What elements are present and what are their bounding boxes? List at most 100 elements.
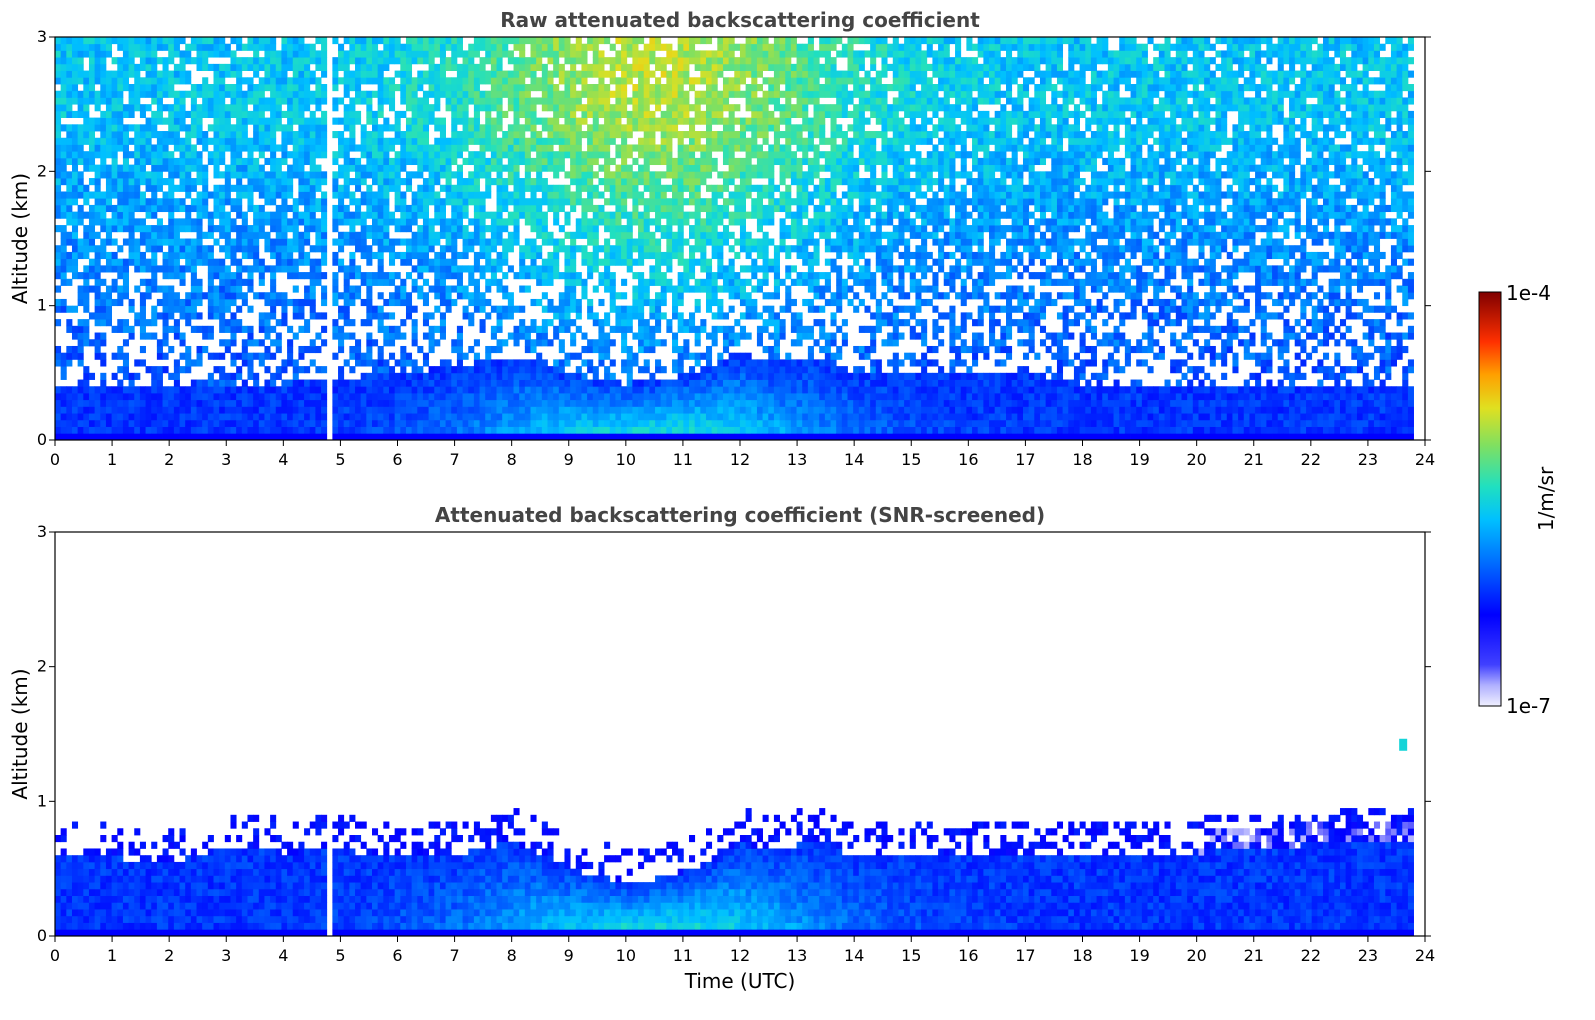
heatmap-cell bbox=[173, 265, 180, 273]
heatmap-cell bbox=[643, 171, 650, 179]
heatmap-cell bbox=[270, 426, 277, 434]
heatmap-cell bbox=[145, 258, 152, 266]
heatmap-cell bbox=[666, 413, 673, 421]
heatmap-cell bbox=[247, 366, 254, 374]
heatmap-cell bbox=[655, 433, 662, 441]
heatmap-cell bbox=[490, 57, 497, 65]
heatmap-cell bbox=[638, 379, 645, 387]
heatmap-cell bbox=[502, 218, 509, 226]
heatmap-cell bbox=[258, 137, 265, 145]
heatmap-cell bbox=[388, 218, 396, 226]
heatmap-cell bbox=[230, 433, 237, 441]
heatmap-cell bbox=[553, 70, 560, 78]
heatmap-cell bbox=[190, 406, 197, 414]
heatmap-cell bbox=[366, 231, 373, 239]
heatmap-cell bbox=[247, 332, 254, 340]
heatmap-cell bbox=[168, 117, 175, 125]
heatmap-cell bbox=[202, 104, 209, 112]
heatmap-cell bbox=[241, 278, 248, 286]
heatmap-cell bbox=[196, 285, 203, 293]
heatmap-cell bbox=[77, 211, 84, 219]
heatmap-cell bbox=[315, 426, 322, 434]
heatmap-cell bbox=[71, 258, 79, 266]
heatmap-cell bbox=[179, 278, 186, 286]
heatmap-cell bbox=[530, 50, 537, 58]
heatmap-cell bbox=[581, 379, 588, 387]
heatmap-cell bbox=[264, 399, 271, 407]
heatmap-cell bbox=[66, 171, 73, 179]
heatmap-cell bbox=[530, 178, 537, 186]
heatmap-cell bbox=[213, 90, 220, 98]
heatmap-cell bbox=[304, 77, 311, 85]
heatmap-cell bbox=[190, 57, 197, 65]
heatmap-cell bbox=[530, 184, 537, 192]
heatmap-cell bbox=[598, 37, 605, 45]
heatmap-cell bbox=[383, 63, 390, 71]
heatmap-cell bbox=[258, 406, 265, 414]
heatmap-cell bbox=[632, 50, 639, 58]
heatmap-cell bbox=[173, 392, 180, 401]
heatmap-cell bbox=[536, 57, 543, 65]
heatmap-cell bbox=[66, 345, 73, 354]
heatmap-cell bbox=[241, 406, 248, 414]
heatmap-cell bbox=[632, 359, 639, 367]
heatmap-cell bbox=[258, 131, 265, 139]
heatmap-cell bbox=[388, 339, 396, 347]
heatmap-cell bbox=[490, 238, 497, 246]
heatmap-cell bbox=[507, 413, 514, 421]
heatmap-cell bbox=[219, 77, 226, 85]
heatmap-cell bbox=[621, 37, 628, 45]
heatmap-cell bbox=[173, 298, 180, 307]
heatmap-cell bbox=[502, 386, 509, 394]
heatmap-cell bbox=[428, 231, 435, 239]
heatmap-cell bbox=[207, 218, 214, 226]
heatmap-cell bbox=[247, 231, 254, 239]
heatmap-cell bbox=[60, 50, 67, 58]
heatmap-cell bbox=[502, 178, 509, 186]
heatmap-cell bbox=[151, 312, 158, 320]
heatmap-cell bbox=[581, 104, 588, 112]
heatmap-cell bbox=[111, 184, 118, 192]
heatmap-cell bbox=[71, 110, 79, 118]
heatmap-cell bbox=[304, 392, 311, 401]
heatmap-cell bbox=[372, 278, 379, 286]
heatmap-cell bbox=[434, 70, 441, 78]
heatmap-cell bbox=[638, 57, 645, 65]
heatmap-cell bbox=[615, 392, 622, 401]
heatmap-cell bbox=[55, 419, 62, 427]
heatmap-cell bbox=[253, 372, 260, 380]
heatmap-cell bbox=[287, 57, 294, 65]
heatmap-cell bbox=[224, 43, 231, 51]
heatmap-cell bbox=[173, 319, 180, 327]
heatmap-cell bbox=[536, 178, 543, 186]
heatmap-cell bbox=[615, 386, 622, 394]
heatmap-cell bbox=[196, 37, 203, 45]
heatmap-cell bbox=[632, 292, 639, 300]
heatmap-cell bbox=[236, 77, 243, 85]
heatmap-cell bbox=[581, 386, 588, 394]
heatmap-cell bbox=[609, 251, 616, 260]
heatmap-cell bbox=[219, 184, 226, 192]
heatmap-cell bbox=[128, 231, 135, 239]
heatmap-cell bbox=[253, 406, 260, 414]
heatmap-cell bbox=[338, 413, 345, 421]
heatmap-cell bbox=[281, 426, 288, 434]
heatmap-cell bbox=[105, 104, 113, 112]
heatmap-cell bbox=[304, 171, 311, 179]
heatmap-cell bbox=[134, 151, 141, 159]
heatmap-cell bbox=[355, 110, 362, 118]
heatmap-cell bbox=[400, 251, 407, 260]
heatmap-cell bbox=[145, 285, 152, 293]
heatmap-cell bbox=[536, 413, 543, 421]
heatmap-cell bbox=[462, 63, 469, 71]
heatmap-cell bbox=[230, 426, 237, 434]
heatmap-cell bbox=[77, 386, 84, 394]
heatmap-cell bbox=[643, 433, 650, 441]
heatmap-cell bbox=[281, 37, 288, 45]
heatmap-cell bbox=[372, 164, 379, 172]
heatmap-cell bbox=[524, 57, 531, 65]
heatmap-cell bbox=[241, 43, 248, 51]
heatmap-cell bbox=[462, 433, 469, 441]
heatmap-cell bbox=[428, 144, 435, 152]
heatmap-cell bbox=[71, 406, 79, 414]
